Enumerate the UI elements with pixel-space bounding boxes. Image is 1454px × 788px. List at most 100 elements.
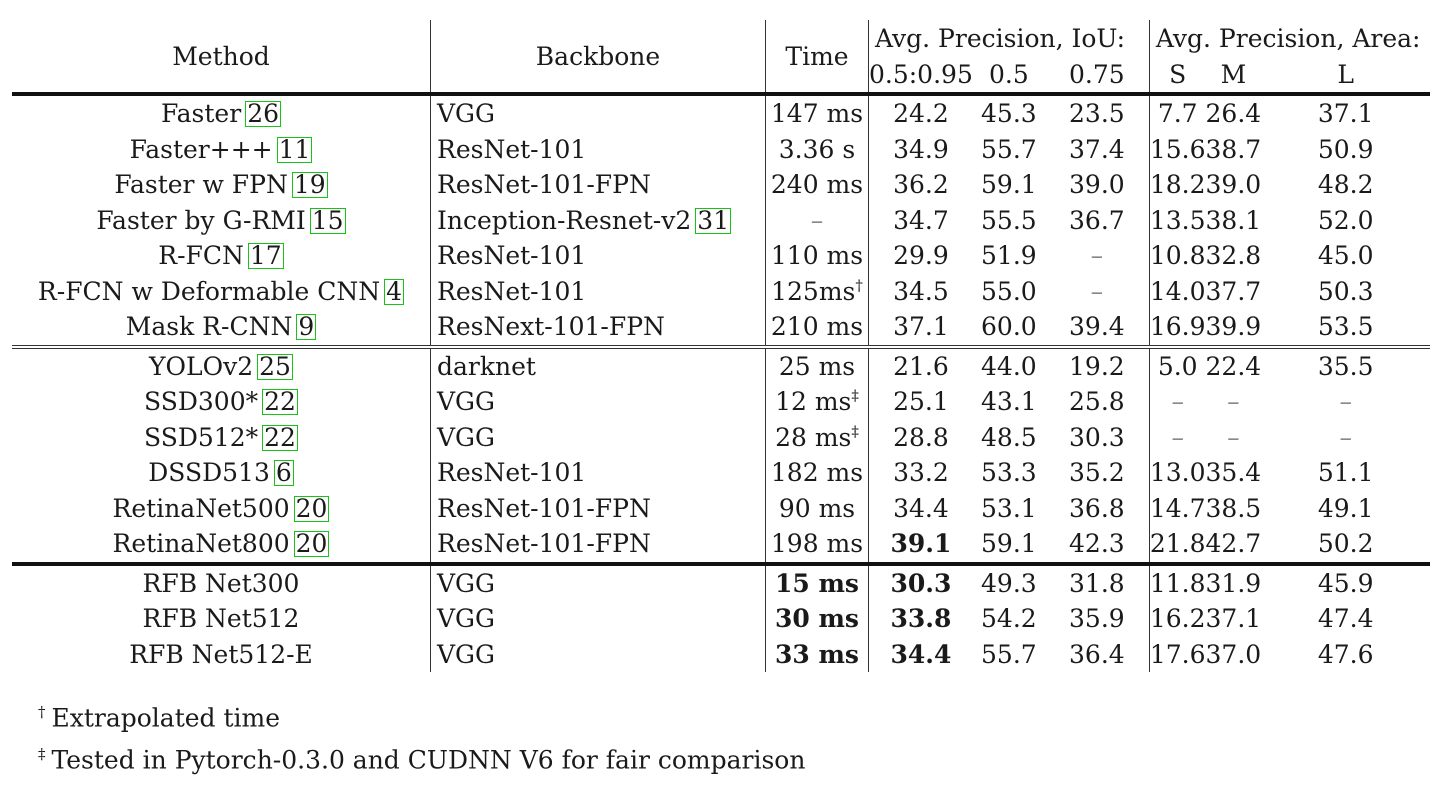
time-cell: 198 ms xyxy=(765,526,869,564)
table-row: RetinaNet500 20 ResNet-101-FPN 90 ms 34.4 53.… xyxy=(12,490,1430,526)
ap-cell: 29.9 xyxy=(867,238,973,274)
ap-medium-cell: 38.7 xyxy=(1206,132,1262,168)
ap-cell: 33.8 xyxy=(867,601,973,637)
ap50-cell: 49.3 xyxy=(972,561,1045,601)
ap75-cell-value: 19.2 xyxy=(1069,351,1125,381)
ap75-cell-value: 39.0 xyxy=(1069,170,1125,200)
footnote-marker: † xyxy=(855,276,863,295)
backbone-cell-value: VGG xyxy=(437,568,495,598)
ap-medium-cell-value: 26.4 xyxy=(1205,99,1262,129)
ap50-cell: 45.3 xyxy=(972,92,1045,132)
method-cell-value: RetinaNet800 xyxy=(112,529,290,559)
method-cell: R-FCN w Deformable CNN 4 xyxy=(12,274,431,310)
method-cell: RFB Net512-E xyxy=(12,637,431,673)
time-cell: 30 ms xyxy=(765,601,869,637)
ap-cell: 34.4 xyxy=(867,636,973,672)
backbone-cell-value: VGG xyxy=(437,604,495,634)
ap-cell-value: 37.1 xyxy=(893,312,949,342)
ap-small-cell-value: 13.5 xyxy=(1149,205,1206,235)
footnote-mark: ‡ xyxy=(38,745,46,764)
ap75-cell-value: 42.3 xyxy=(1069,529,1125,559)
ap-cell-value: 33.8 xyxy=(890,604,952,634)
ap-small-cell: 13.0 xyxy=(1148,455,1206,491)
citation-link[interactable]: 22 xyxy=(262,422,298,452)
backbone-cell: ResNet-101 xyxy=(430,455,766,491)
ap-medium-cell-value: 35.4 xyxy=(1205,458,1262,488)
citation-link[interactable]: 6 xyxy=(273,458,294,488)
ap-large-cell-value: 47.6 xyxy=(1317,639,1374,669)
ap-small-cell: – xyxy=(1148,419,1206,455)
ap-cell-value: 21.6 xyxy=(893,351,949,381)
ap-medium-cell-value: 38.1 xyxy=(1205,205,1262,235)
time-cell-value: 90 ms xyxy=(778,493,856,523)
citation-link[interactable]: 9 xyxy=(296,312,317,342)
table-row: RFB Net512-E VGG 33 ms 34.4 55.7 36.4 17.6 37.0… xyxy=(12,636,1430,673)
method-cell: Faster by G-RMI 15 xyxy=(12,203,431,239)
ap75-cell-value: 35.2 xyxy=(1069,458,1125,488)
time-cell: 240 ms xyxy=(765,167,869,203)
citation-link[interactable]: 4 xyxy=(384,276,405,306)
method-cell-value: R-FCN w Deformable CNN xyxy=(37,276,381,306)
citation-link[interactable]: 22 xyxy=(262,387,298,417)
time-cell-value: 33 ms xyxy=(774,639,860,669)
citation-link[interactable]: 20 xyxy=(293,529,330,559)
header-backbone: Backbone xyxy=(430,20,766,94)
ap-cell-value: 34.4 xyxy=(890,639,952,669)
ap-small-cell: 5.0 xyxy=(1148,344,1206,384)
ap-medium-cell-value: 39.9 xyxy=(1205,312,1262,342)
ap-large-cell-value: 50.9 xyxy=(1317,134,1374,164)
ap-medium-cell: 37.1 xyxy=(1206,601,1262,637)
backbone-cell: ResNext-101-FPN xyxy=(430,309,766,347)
ap75-cell: 39.4 xyxy=(1045,309,1150,347)
citation-link[interactable]: 11 xyxy=(276,134,313,164)
method-cell-value: Faster xyxy=(161,99,242,129)
ap75-cell-value: 23.5 xyxy=(1069,99,1125,129)
ap-large-cell: 50.2 xyxy=(1261,526,1430,564)
citation-link[interactable]: 20 xyxy=(293,493,330,523)
backbone-cell: VGG xyxy=(430,636,766,672)
citation-link[interactable]: 17 xyxy=(247,241,284,271)
ap-large-cell-value: 52.0 xyxy=(1317,205,1374,235)
citation-link[interactable]: 26 xyxy=(245,99,281,129)
backbone-cell-value: ResNet-101 xyxy=(437,134,587,164)
method-cell-value: SSD300* xyxy=(144,387,259,417)
ap-small-cell-value: 16.2 xyxy=(1149,604,1206,634)
ap-small-cell: 17.6 xyxy=(1148,636,1206,672)
ap-cell-value: 28.8 xyxy=(893,422,949,452)
ap-medium-cell: 42.7 xyxy=(1206,526,1262,564)
citation-link[interactable]: 19 xyxy=(291,170,328,200)
footnote-text: Extrapolated time xyxy=(51,703,281,733)
method-cell: Mask R-CNN 9 xyxy=(12,309,431,347)
ap-small-cell: 14.7 xyxy=(1148,490,1206,526)
ap-small-cell-value: 5.0 xyxy=(1157,351,1198,381)
ap50-cell-value: 59.1 xyxy=(981,529,1037,559)
time-cell-value: 15 ms xyxy=(774,568,860,598)
backbone-cell-value: Inception-Resnet-v2 xyxy=(437,205,692,235)
method-cell: RetinaNet800 20 xyxy=(12,526,431,564)
citation-link[interactable]: 15 xyxy=(309,205,346,235)
ap-cell-value: 30.3 xyxy=(890,568,952,598)
ap50-cell: 59.1 xyxy=(973,526,1045,564)
ap-small-cell-value: 14.0 xyxy=(1149,276,1206,306)
ap-medium-cell-value: – xyxy=(1227,387,1240,417)
header-iou-col: 0.75 xyxy=(1069,59,1125,89)
ap-small-cell-value: 7.7 xyxy=(1157,99,1198,129)
method-cell-value: Mask R-CNN xyxy=(125,312,293,342)
ap-small-cell-value: 10.8 xyxy=(1149,241,1206,271)
time-cell-value: 30 ms xyxy=(774,604,860,634)
citation-link[interactable]: 31 xyxy=(695,205,732,235)
ap50-cell-value: 55.7 xyxy=(981,134,1037,164)
ap50-cell: 53.3 xyxy=(973,455,1045,491)
table-row: SSD300* 22 VGG 12 ms‡ 25.1 43.1 25.8– – – xyxy=(12,384,1430,420)
ap75-cell: 31.8 xyxy=(1044,561,1150,601)
citation-link[interactable]: 25 xyxy=(257,351,293,381)
header-row: Method Backbone Time Avg. Precision, IoU… xyxy=(12,20,1431,94)
header-area-col: M xyxy=(1220,59,1247,89)
backbone-cell-value: VGG xyxy=(437,422,495,452)
time-cell-value: 182 ms xyxy=(770,458,864,488)
table-row: SSD512* 22 VGG 28 ms‡ 28.8 48.5 30.3– – – xyxy=(12,419,1430,455)
time-cell: 28 ms‡ xyxy=(765,419,869,455)
backbone-cell-value: ResNet-101-FPN xyxy=(437,493,651,523)
ap50-cell-value: 55.5 xyxy=(981,205,1037,235)
ap-cell-value: 34.5 xyxy=(893,276,949,306)
